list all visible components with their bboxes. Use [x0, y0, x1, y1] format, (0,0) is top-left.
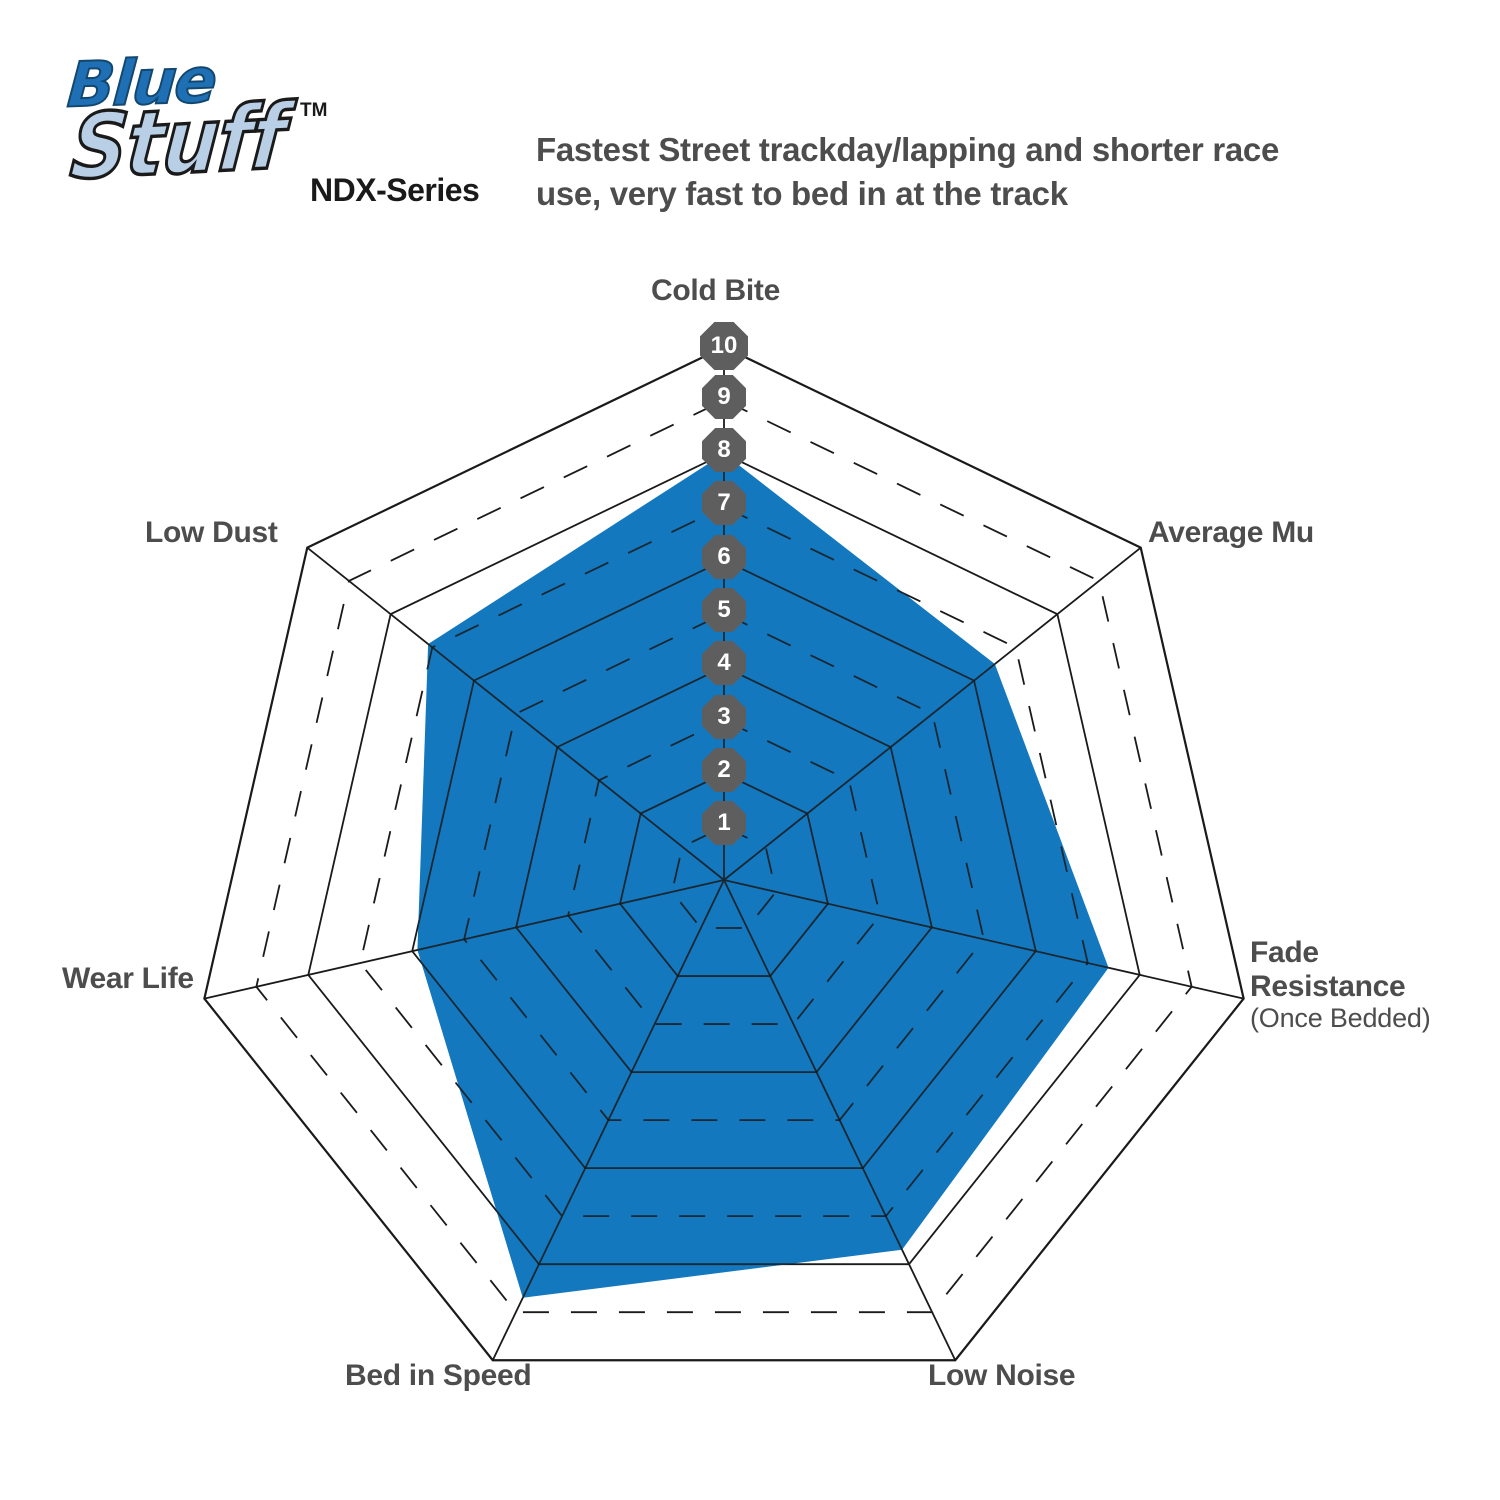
scale-badge-5: 5 — [702, 588, 746, 632]
axis-label-fade-line1: Fade — [1250, 936, 1319, 969]
axis-label-fade-line2: Resistance — [1250, 969, 1406, 1003]
scale-badge-10: 10 — [700, 322, 748, 370]
trademark-symbol: TM — [300, 100, 328, 121]
data-series-polygon — [417, 453, 1109, 1298]
axis-label-fade-sub: (Once Bedded) — [1250, 1003, 1431, 1034]
axis-label-average-mu: Average Mu — [1148, 516, 1314, 549]
axis-label-fade-resistance: Fade Resistance (Once Bedded) — [1250, 936, 1431, 1033]
scale-badge-8: 8 — [702, 428, 746, 472]
axis-label-cold-bite: Cold Bite — [651, 274, 780, 307]
headline-text: Fastest Street trackday/lapping and shor… — [536, 131, 1280, 212]
axis-label-wear-life: Wear Life — [62, 962, 194, 995]
scale-badge-4: 4 — [702, 641, 746, 685]
scale-badge-1: 1 — [702, 801, 746, 845]
scale-badge-6: 6 — [702, 535, 746, 579]
axis-label-low-noise: Low Noise — [928, 1359, 1076, 1392]
brand-logo: Blue Stuff TM — [64, 42, 328, 212]
series-title: NDX-Series — [310, 172, 480, 208]
axis-label-low-dust: Low Dust — [145, 516, 278, 549]
scale-badge-7: 7 — [702, 481, 746, 525]
header: Blue Stuff TM NDX-Series Fastest Street … — [0, 0, 1500, 250]
axis-label-bed-in-speed: Bed in Speed — [345, 1359, 532, 1392]
scale-badge-9: 9 — [702, 375, 746, 419]
scale-badge-3: 3 — [702, 695, 746, 739]
scale-badge-2: 2 — [702, 748, 746, 792]
